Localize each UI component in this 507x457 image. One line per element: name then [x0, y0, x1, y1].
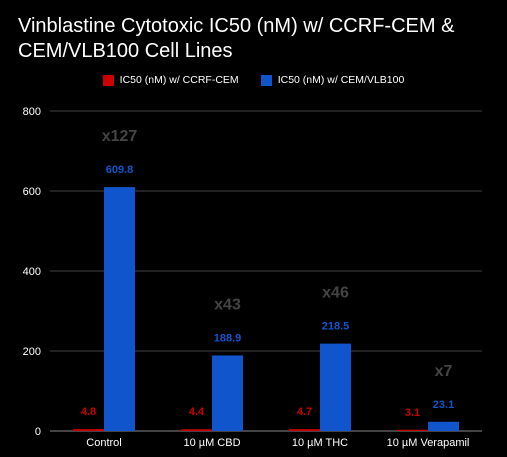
data-label: 4.8: [81, 406, 96, 418]
bar-ccrf-cem: [289, 429, 320, 431]
legend: IC50 (nM) w/ CCRF-CEM IC50 (nM) w/ CEM/V…: [0, 72, 507, 88]
bar-cem-vlb100: [104, 187, 135, 431]
data-label: 188.9: [214, 332, 242, 344]
y-tick-label: 800: [23, 106, 41, 118]
legend-label-ccrf-cem: IC50 (nM) w/ CCRF-CEM: [119, 74, 239, 86]
y-tick-label: 200: [23, 346, 41, 358]
data-label: 3.1: [405, 407, 420, 419]
x-tick-label: Control: [86, 437, 121, 449]
data-label: 218.5: [322, 321, 350, 333]
data-label: 609.8: [106, 164, 134, 176]
bar-ccrf-cem: [73, 429, 104, 431]
bar-ccrf-cem: [397, 429, 428, 431]
fold-change-annotation: x43: [214, 296, 241, 313]
legend-item-ccrf-cem: IC50 (nM) w/ CCRF-CEM: [102, 72, 239, 88]
legend-swatch-ccrf-cem: [102, 74, 114, 86]
data-label: 4.7: [297, 406, 312, 418]
data-label: 23.1: [433, 399, 454, 411]
legend-item-cem-vlb100: IC50 (nM) w/ CEM/VLB100: [260, 72, 405, 88]
y-tick-label: 400: [23, 266, 41, 278]
x-tick-label: 10 µM THC: [292, 437, 348, 449]
chart-title: Vinblastine Cytotoxic IC50 (nM) w/ CCRF-…: [18, 15, 455, 62]
fold-change-annotation: x7: [435, 363, 453, 380]
fold-change-annotation: x46: [322, 285, 349, 302]
bar-cem-vlb100: [428, 421, 459, 431]
data-label: 4.4: [189, 406, 205, 418]
bar-cem-vlb100: [320, 343, 351, 431]
bar-ccrf-cem: [181, 429, 212, 431]
x-tick-label: 10 µM Verapamil: [387, 437, 470, 449]
y-tick-label: 0: [35, 426, 41, 438]
fold-change-annotation: x127: [102, 128, 138, 145]
bar-cem-vlb100: [212, 355, 243, 431]
x-tick-label: 10 µM CBD: [183, 437, 240, 449]
legend-label-cem-vlb100: IC50 (nM) w/ CEM/VLB100: [277, 74, 405, 86]
y-tick-label: 600: [23, 186, 41, 198]
legend-swatch-cem-vlb100: [260, 74, 272, 86]
